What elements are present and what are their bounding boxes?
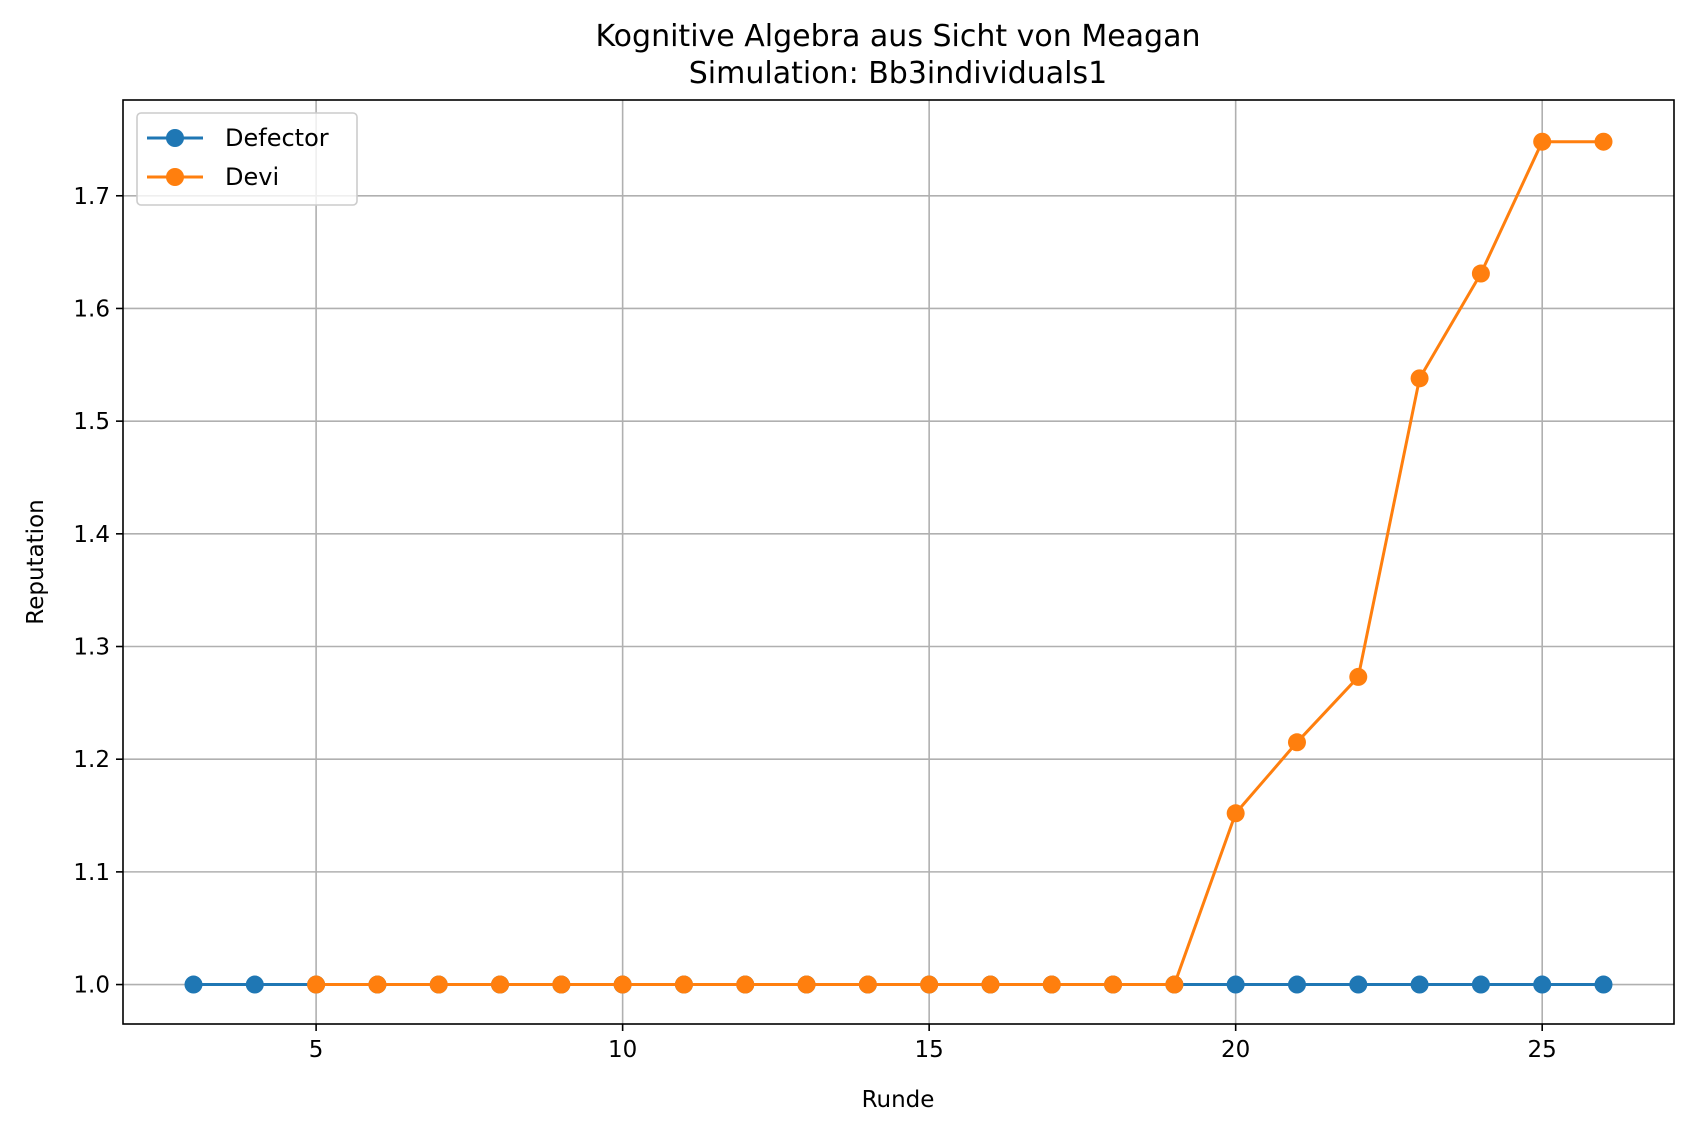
data-point-devi: [368, 975, 387, 994]
legend-item-defector: Defector: [147, 124, 329, 152]
data-point-devi: [1594, 132, 1613, 151]
x-tick-label: 15: [915, 1037, 944, 1063]
chart-title: Kognitive Algebra aus Sicht von Meagan: [596, 19, 1201, 54]
data-point-devi: [1287, 733, 1306, 752]
data-point-defector: [1533, 975, 1552, 994]
x-tick-label: 10: [608, 1037, 637, 1063]
data-point-defector: [1594, 975, 1613, 994]
data-point-devi: [1226, 804, 1245, 823]
legend-label: Defector: [225, 124, 329, 152]
legend: Defector Devi: [136, 112, 358, 206]
data-point-defector: [1287, 975, 1306, 994]
data-point-devi: [1042, 975, 1061, 994]
x-tick-label: 5: [309, 1037, 324, 1063]
legend-label: Devi: [225, 163, 279, 191]
y-tick-label: 1.3: [73, 635, 110, 661]
data-point-defector: [1471, 975, 1490, 994]
data-point-devi: [797, 975, 816, 994]
y-tick-label: 1.2: [73, 747, 110, 773]
data-point-devi: [674, 975, 693, 994]
data-point-devi: [1349, 667, 1368, 686]
data-point-defector: [1349, 975, 1368, 994]
data-point-devi: [981, 975, 1000, 994]
y-tick-label: 1.7: [73, 184, 110, 210]
data-point-devi: [552, 975, 571, 994]
y-tick-label: 1.1: [73, 860, 110, 886]
plot-area-frame: [122, 99, 1675, 1025]
legend-marker: [166, 168, 184, 186]
data-point-devi: [307, 975, 326, 994]
y-tick-label: 1.4: [73, 522, 110, 548]
data-point-devi: [858, 975, 877, 994]
data-point-devi: [429, 975, 448, 994]
series-layer: [184, 132, 1613, 994]
data-point-devi: [491, 975, 510, 994]
chart-subtitle: Simulation: Bb3individuals1: [689, 56, 1107, 91]
data-point-devi: [1104, 975, 1123, 994]
data-point-devi: [1410, 369, 1429, 388]
data-point-defector: [245, 975, 264, 994]
data-point-defector: [1226, 975, 1245, 994]
data-point-devi: [1533, 132, 1552, 151]
y-tick-label: 1.5: [73, 409, 110, 435]
axis-ticks: 5 10 15 20 25 1.0 1.1 1.2 1.3 1.4 1.5 1.6 1.7: [73, 184, 1556, 1063]
x-tick-label: 25: [1528, 1037, 1557, 1063]
series-line-devi: [316, 140, 1604, 987]
data-point-defector: [1410, 975, 1429, 994]
y-tick-label: 1.0: [73, 973, 110, 999]
legend-item-devi: Devi: [147, 163, 279, 191]
data-point-devi: [736, 975, 755, 994]
grid-lines: [123, 100, 1674, 1024]
data-point-devi: [613, 975, 632, 994]
data-point-devi: [1471, 264, 1490, 283]
legend-marker: [166, 129, 184, 147]
legend-box: [136, 112, 358, 206]
series-devi: [307, 132, 1613, 994]
x-axis-label: Runde: [862, 1087, 935, 1113]
data-point-devi: [1165, 975, 1184, 994]
x-tick-label: 20: [1221, 1037, 1250, 1063]
data-point-devi: [920, 975, 939, 994]
y-tick-label: 1.6: [73, 296, 110, 322]
y-axis-label: Reputation: [23, 499, 49, 624]
data-point-defector: [184, 975, 203, 994]
